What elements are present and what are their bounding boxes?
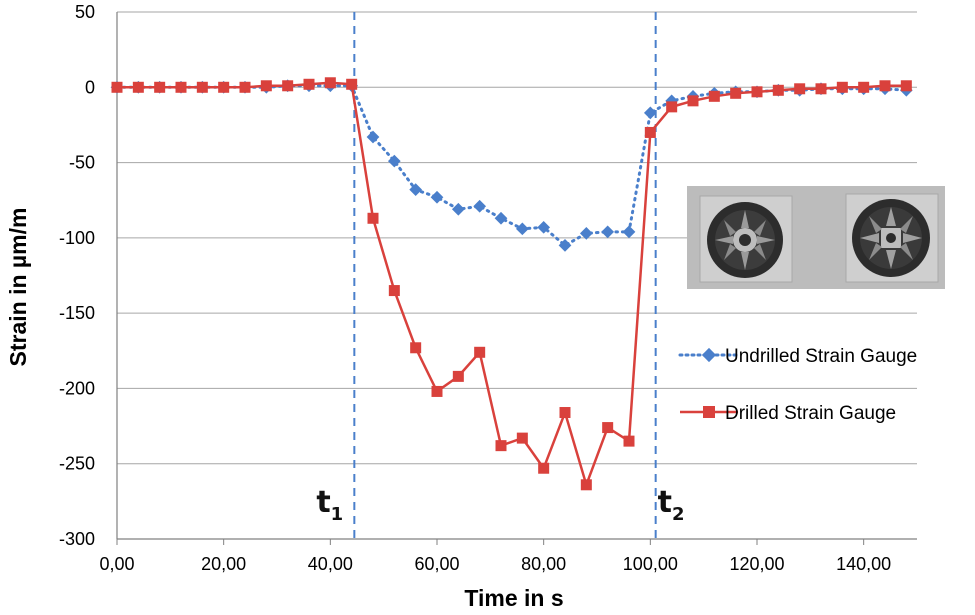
- series-1-point-23: [602, 422, 614, 434]
- x-tick-label-0: 0,00: [99, 554, 134, 574]
- y-tick-label-0: 50: [75, 2, 95, 22]
- series-1-point-32: [794, 83, 806, 95]
- series-1-point-25: [644, 126, 656, 138]
- series-0-point-19: [515, 222, 529, 236]
- series-1-point-34: [836, 81, 848, 93]
- x-tick-label-1: 20,00: [201, 554, 246, 574]
- series-0-point-21: [558, 239, 572, 252]
- y-tick-label-4: -150: [59, 303, 95, 323]
- legend-label-drilled: Drilled Strain Gauge: [725, 403, 896, 424]
- series-1-point-33: [815, 83, 827, 95]
- series-1-point-19: [516, 432, 528, 444]
- x-tick-label-5: 100,00: [623, 554, 678, 574]
- series-1-point-24: [623, 435, 635, 447]
- series-1-point-4: [196, 81, 208, 93]
- series-0-point-23: [601, 225, 615, 239]
- legend-item-undrilled: Undrilled Strain Gauge: [678, 346, 917, 367]
- legend: Undrilled Strain Gauge Drilled Strain Ga…: [678, 346, 917, 424]
- series-1-point-8: [282, 80, 294, 92]
- x-tick-label-6: 120,00: [729, 554, 784, 574]
- series-1-point-37: [900, 80, 912, 92]
- series-1: [111, 77, 912, 491]
- series-1-point-35: [858, 81, 870, 93]
- rotor-specimen-left: [699, 195, 793, 283]
- y-tick-label-3: -100: [59, 228, 95, 248]
- series-1-point-29: [730, 87, 742, 99]
- series-1-point-2: [154, 81, 166, 93]
- inset-photo: [687, 186, 945, 289]
- x-tick-label-3: 60,00: [414, 554, 459, 574]
- rotor-specimen-right: [845, 193, 939, 283]
- series-0-point-16: [451, 202, 465, 216]
- annotation-labels: t1 t2: [316, 485, 684, 525]
- series-1-point-22: [580, 479, 592, 491]
- series-1-point-20: [538, 462, 550, 474]
- series-1-point-31: [772, 84, 784, 96]
- series-1-point-12: [367, 212, 379, 224]
- series-1-point-36: [879, 80, 891, 92]
- x-tick-label-2: 40,00: [308, 554, 353, 574]
- series-1-point-17: [474, 346, 486, 358]
- y-tick-label-7: -300: [59, 529, 95, 549]
- series-1-point-0: [111, 81, 123, 93]
- x-tick-labels: 0,00 20,00 40,00 60,00 80,00 100,00 120,00 140,…: [99, 554, 891, 574]
- series-0-point-14: [409, 183, 423, 197]
- series-1-point-26: [666, 101, 678, 113]
- series-1-point-1: [132, 81, 144, 93]
- x-tick-label-4: 80,00: [521, 554, 566, 574]
- series-1-point-16: [452, 370, 464, 382]
- series-1-point-18: [495, 440, 507, 452]
- legend-marker-undrilled: [701, 347, 717, 363]
- legend-label-undrilled: Undrilled Strain Gauge: [725, 346, 917, 367]
- series-0-point-24: [622, 225, 636, 239]
- series-1-point-3: [175, 81, 187, 93]
- annotation-label-1: t2: [658, 485, 685, 525]
- series-0-point-15: [430, 190, 444, 204]
- y-tick-label-5: -200: [59, 378, 95, 398]
- series-1-point-5: [218, 81, 230, 93]
- legend-marker-drilled: [703, 406, 715, 418]
- annotation-label-0: t1: [316, 485, 343, 525]
- annotation-lines: [353, 12, 657, 539]
- series-1-point-28: [708, 90, 720, 102]
- y-axis-title: Strain in µm/m: [5, 208, 31, 367]
- series-1-point-14: [410, 342, 422, 354]
- series-1-point-7: [260, 80, 272, 92]
- axes: [116, 12, 917, 545]
- y-tick-labels: 50 0 -50 -100 -150 -200 -250 -300: [59, 2, 95, 549]
- series-group: [110, 77, 913, 491]
- y-tick-label-6: -250: [59, 454, 95, 474]
- series-0-point-18: [494, 211, 508, 225]
- series-0-point-12: [366, 130, 380, 144]
- series-1-point-30: [751, 86, 763, 98]
- series-1-point-27: [687, 95, 699, 107]
- series-1-point-13: [388, 285, 400, 297]
- legend-item-drilled: Drilled Strain Gauge: [680, 403, 896, 424]
- series-1-point-10: [324, 77, 336, 89]
- series-1-point-21: [559, 407, 571, 419]
- y-tick-label-2: -50: [69, 153, 95, 173]
- series-1-point-9: [303, 78, 315, 90]
- x-axis-title: Time in s: [464, 585, 563, 611]
- series-1-point-11: [346, 78, 358, 90]
- x-tick-label-7: 140,00: [836, 554, 891, 574]
- series-0-point-13: [387, 154, 401, 168]
- y-tick-label-1: 0: [85, 77, 95, 97]
- series-0-point-17: [473, 199, 487, 213]
- series-1-point-6: [239, 81, 251, 93]
- series-1-point-15: [431, 385, 443, 397]
